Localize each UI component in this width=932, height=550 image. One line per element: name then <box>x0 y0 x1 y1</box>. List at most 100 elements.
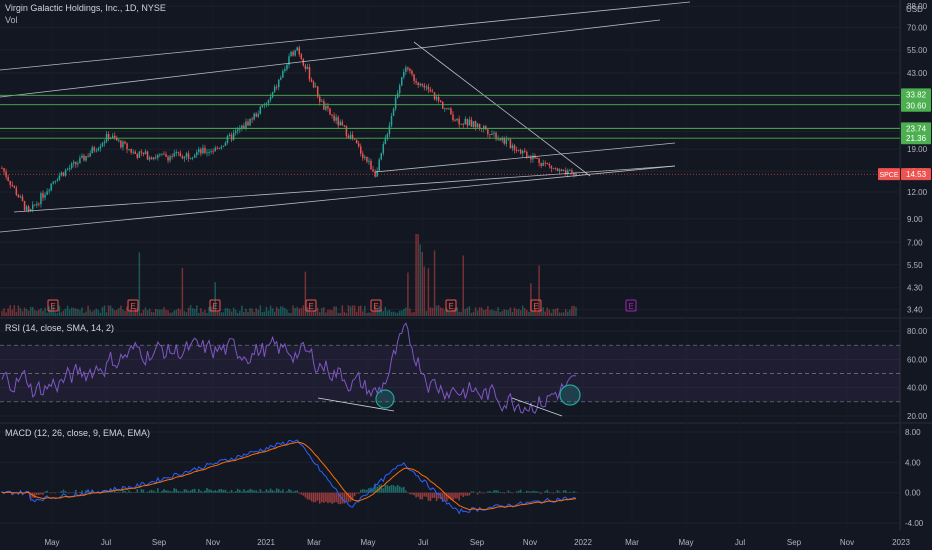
volume-bar <box>538 265 540 316</box>
macd-histogram-bar <box>415 492 417 498</box>
candle-body <box>128 149 130 151</box>
candle-body <box>224 142 227 146</box>
volume-bar <box>417 234 419 316</box>
volume-bar <box>105 312 108 316</box>
candle-body <box>349 134 352 139</box>
macd-histogram-bar <box>478 491 481 493</box>
volume-bar <box>337 312 339 316</box>
candle-body <box>292 51 294 56</box>
volume-bar <box>232 307 235 316</box>
volume-label[interactable]: Vol <box>5 15 18 25</box>
candle-body <box>499 138 501 141</box>
volume-bar <box>271 308 274 316</box>
macd-histogram-bar <box>52 492 55 493</box>
volume-bar <box>536 311 538 316</box>
x-axis-label: Mar <box>625 538 639 547</box>
candle-body <box>454 120 456 121</box>
volume-bar <box>247 311 249 316</box>
volume-bar <box>11 309 13 316</box>
price-level-badge-text: 21.36 <box>906 134 927 143</box>
volume-bar <box>159 309 161 316</box>
volume-bar <box>202 311 204 316</box>
candle-body <box>19 196 22 198</box>
rsi-divergence-line <box>317 397 395 412</box>
trend-line <box>374 142 676 173</box>
macd-histogram-bar <box>355 492 358 494</box>
candle-body <box>15 187 18 195</box>
macd-histogram-bar <box>460 492 462 496</box>
candle-body <box>138 151 141 158</box>
macd-histogram-bar <box>179 491 182 493</box>
volume-bar <box>253 312 255 316</box>
candle-body <box>337 117 339 126</box>
candle-body <box>114 135 116 138</box>
volume-bar <box>366 312 368 316</box>
price-tick-label: 4.30 <box>907 284 923 293</box>
volume-bar <box>468 306 471 316</box>
macd-histogram-bar <box>232 492 235 493</box>
volume-bar <box>157 309 159 316</box>
volume-bar <box>503 309 505 316</box>
candle-body <box>228 134 231 136</box>
price-tick-label: 55.00 <box>907 46 928 55</box>
volume-bar <box>269 305 272 316</box>
volume-bar <box>554 308 557 316</box>
candle-body <box>439 100 442 103</box>
volume-bar <box>548 309 551 316</box>
candle-body <box>294 50 296 56</box>
volume-bar <box>511 311 514 316</box>
candle-body <box>247 121 249 126</box>
volume-bar <box>460 311 462 316</box>
candle-body <box>423 85 426 88</box>
rsi-label[interactable]: RSI (14, close, SMA, 14, 2) <box>5 323 115 333</box>
volume-bar <box>388 309 391 316</box>
symbol-title[interactable]: Virgin Galactic Holdings, Inc., 1D, NYSE <box>5 3 166 13</box>
volume-bar <box>165 309 167 316</box>
volume-bar <box>278 308 280 316</box>
candle-body <box>314 86 317 88</box>
candle-body <box>540 163 542 166</box>
candle-body <box>384 137 387 145</box>
candle-body <box>36 203 38 206</box>
macd-label[interactable]: MACD (12, 26, close, 9, EMA, EMA) <box>5 428 151 438</box>
candle-body <box>517 149 520 151</box>
volume-bar <box>126 306 128 316</box>
macd-histogram-bar <box>198 489 200 493</box>
volume-bar <box>175 309 177 316</box>
candle-body <box>253 113 255 120</box>
volume-bar <box>15 311 18 316</box>
volume-bar <box>93 310 95 316</box>
x-axis-label: Mar <box>307 538 321 547</box>
volume-bar <box>181 268 184 316</box>
candle-body <box>569 170 571 172</box>
volume-bar <box>569 309 571 316</box>
volume-bar <box>513 307 516 316</box>
volume-bar <box>546 307 549 316</box>
candle-body <box>456 118 458 121</box>
macd-histogram-bar <box>411 492 413 495</box>
volume-bar <box>565 309 567 316</box>
candle-body <box>565 170 567 175</box>
macd-histogram-bar <box>491 492 493 493</box>
macd-histogram-bar <box>150 489 153 493</box>
candle-body <box>376 170 378 177</box>
candle-body <box>177 152 180 153</box>
candle-body <box>433 92 436 100</box>
candle-body <box>81 155 83 158</box>
price-level-badge <box>901 132 931 145</box>
volume-bar <box>132 312 134 316</box>
x-axis-label: Nov <box>206 538 220 547</box>
candle-body <box>491 133 493 135</box>
price-tick-label: 5.50 <box>907 261 923 270</box>
candle-body <box>241 125 243 129</box>
candle-body <box>132 151 134 153</box>
volume-bar <box>526 310 528 316</box>
volume-bar <box>312 310 315 316</box>
macd-histogram-bar <box>433 492 436 498</box>
volume-bar <box>171 312 173 316</box>
macd-histogram-bar <box>448 492 450 499</box>
volume-bar <box>124 311 126 316</box>
candle-body <box>306 67 309 69</box>
candle-body <box>239 128 241 130</box>
